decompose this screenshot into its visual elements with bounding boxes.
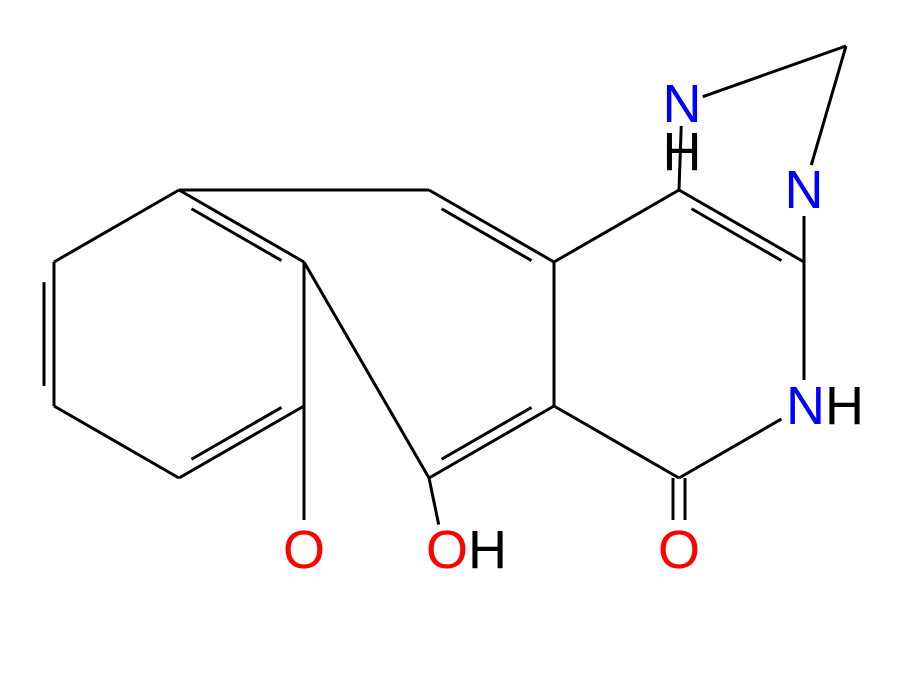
- bond: [429, 190, 554, 262]
- bond: [192, 407, 282, 459]
- atom-label-N8: NH: [786, 376, 864, 436]
- bond: [703, 46, 846, 97]
- bond: [304, 262, 429, 478]
- bond: [429, 406, 554, 478]
- bond: [679, 419, 781, 478]
- atom-label-O13: O: [283, 520, 325, 580]
- bond: [54, 406, 179, 478]
- chemical-structure-diagram: OOHONHNNH: [0, 0, 900, 680]
- bond: [179, 190, 304, 262]
- bond: [442, 209, 532, 261]
- bond: [192, 209, 282, 261]
- atom-label-O8: O: [658, 520, 700, 580]
- bond: [442, 407, 532, 459]
- atom-label-O14: OH: [426, 520, 507, 580]
- bond: [554, 190, 679, 262]
- bond: [179, 406, 304, 478]
- atom-label-N10: N: [785, 160, 824, 220]
- bond: [692, 209, 782, 261]
- atom-label-H11: H: [663, 122, 702, 182]
- bond: [811, 46, 846, 165]
- bond: [429, 478, 439, 525]
- bond: [554, 406, 679, 478]
- bond: [54, 190, 179, 262]
